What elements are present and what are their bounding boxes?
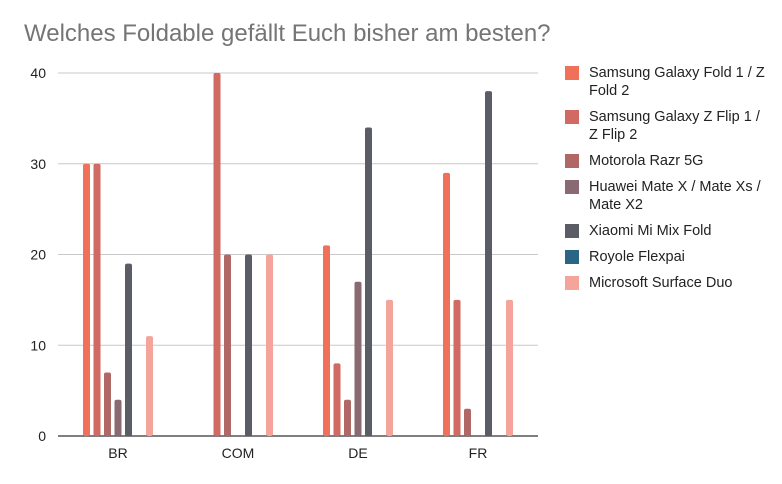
bar-br-series-6[interactable]	[146, 336, 153, 436]
legend-swatch	[565, 250, 579, 264]
legend-item[interactable]: Microsoft Surface Duo	[565, 274, 770, 292]
x-tick-label: COM	[222, 445, 255, 461]
bar-de-series-0[interactable]	[323, 245, 330, 436]
legend-label: Samsung Galaxy Z Flip 1 / Z Flip 2	[589, 109, 760, 143]
legend-swatch	[565, 154, 579, 168]
chart-legend: Samsung Galaxy Fold 1 / Z Fold 2 Samsung …	[565, 64, 770, 300]
bar-br-series-2[interactable]	[104, 372, 111, 436]
legend-swatch	[565, 110, 579, 124]
bar-fr-series-2[interactable]	[464, 408, 471, 436]
legend-label: Microsoft Surface Duo	[589, 275, 733, 291]
bar-chart: 0 10 20 30 40 BR COM DE FR	[30, 65, 538, 461]
bar-br-series-1[interactable]	[93, 163, 101, 436]
bar-com-series-1[interactable]	[213, 73, 221, 436]
bar-com-series-4[interactable]	[245, 254, 252, 437]
legend-item[interactable]: Xiaomi Mi Mix Fold	[565, 222, 770, 240]
legend-label: Xiaomi Mi Mix Fold	[589, 223, 712, 239]
legend-item[interactable]: Samsung Galaxy Fold 1 / Z Fold 2	[565, 64, 770, 100]
legend-item[interactable]: Motorola Razr 5G	[565, 152, 770, 170]
x-tick-label: BR	[108, 445, 127, 461]
bar-de-series-2[interactable]	[344, 399, 351, 436]
legend-swatch	[565, 224, 579, 238]
legend-label: Huawei Mate X / Mate Xs / Mate X2	[589, 179, 761, 213]
bar-fr-series-1[interactable]	[453, 299, 461, 436]
bar-br-series-4[interactable]	[125, 263, 132, 436]
y-tick-label: 0	[38, 428, 46, 444]
bar-de-series-6[interactable]	[386, 299, 393, 436]
legend-label: Motorola Razr 5G	[589, 153, 704, 169]
legend-item[interactable]: Samsung Galaxy Z Flip 1 / Z Flip 2	[565, 108, 770, 144]
x-tick-label: DE	[348, 445, 367, 461]
legend-label: Samsung Galaxy Fold 1 / Z Fold 2	[589, 65, 765, 99]
y-tick-label: 40	[30, 65, 46, 81]
legend-swatch	[565, 276, 579, 290]
bar-br-series-0[interactable]	[83, 163, 90, 436]
bar-fr-series-0[interactable]	[443, 172, 450, 436]
legend-swatch	[565, 180, 579, 194]
legend-label: Royole Flexpai	[589, 249, 685, 265]
bar-br-series-3[interactable]	[114, 399, 122, 436]
x-tick-label: FR	[469, 445, 488, 461]
chart-title: Welches Foldable gefällt Euch bisher am …	[24, 20, 551, 47]
bar-de-series-1[interactable]	[333, 363, 341, 436]
bar-fr-series-4[interactable]	[485, 91, 492, 437]
bar-fr-series-6[interactable]	[506, 299, 513, 436]
legend-swatch	[565, 66, 579, 80]
bar-de-series-3[interactable]	[354, 281, 362, 436]
bar-com-series-6[interactable]	[266, 254, 273, 437]
legend-item[interactable]: Royole Flexpai	[565, 248, 770, 266]
legend-item[interactable]: Huawei Mate X / Mate Xs / Mate X2	[565, 178, 770, 214]
bar-de-series-4[interactable]	[365, 127, 372, 436]
bar-com-series-2[interactable]	[224, 254, 231, 437]
y-tick-label: 20	[30, 247, 46, 263]
y-tick-label: 30	[30, 156, 46, 172]
y-tick-label: 10	[30, 337, 46, 353]
